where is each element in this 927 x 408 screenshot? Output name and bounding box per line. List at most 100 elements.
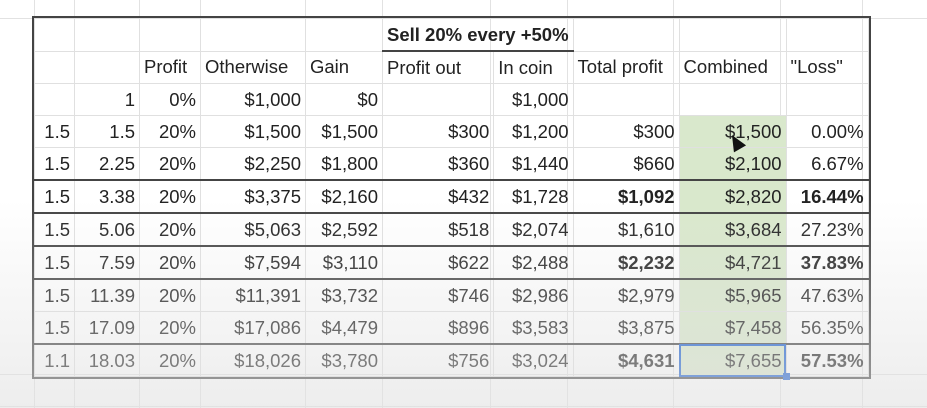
cell[interactable]: $2,592 xyxy=(305,212,383,247)
cell[interactable]: 1.5 xyxy=(34,245,75,280)
cell[interactable]: 1.1 xyxy=(34,343,75,377)
cell[interactable] xyxy=(785,83,869,116)
column-header[interactable]: Profit xyxy=(139,50,201,84)
cell[interactable] xyxy=(381,83,495,116)
cell[interactable]: $2,250 xyxy=(200,147,306,181)
cell[interactable]: $518 xyxy=(381,212,495,247)
cell[interactable]: $18,026 xyxy=(200,343,306,377)
cell[interactable]: $360 xyxy=(381,147,495,181)
cell[interactable]: $432 xyxy=(381,179,495,214)
cell[interactable]: $2,488 xyxy=(493,245,574,280)
cell[interactable]: 1.5 xyxy=(34,311,75,345)
cell[interactable]: $2,232 xyxy=(572,245,680,280)
group-header-sell-strategy[interactable]: Sell 20% every +50% xyxy=(382,18,574,52)
cell[interactable]: $1,500 xyxy=(305,115,383,148)
selected-cell[interactable]: $7,655 xyxy=(678,343,790,380)
cell[interactable]: 20% xyxy=(139,179,201,214)
cell[interactable] xyxy=(572,18,680,52)
cell[interactable]: 0% xyxy=(139,83,201,116)
cell[interactable]: $2,074 xyxy=(493,212,574,247)
cell[interactable]: $3,780 xyxy=(305,343,383,377)
cell[interactable] xyxy=(34,18,75,52)
cell[interactable]: $4,631 xyxy=(572,343,680,377)
cell[interactable]: 57.53% xyxy=(785,343,869,377)
cell[interactable]: $3,583 xyxy=(493,311,574,345)
cell[interactable]: $746 xyxy=(381,278,495,312)
cell[interactable] xyxy=(572,83,680,116)
cell[interactable]: $660 xyxy=(572,147,680,181)
cell[interactable]: $4,721 xyxy=(678,245,787,280)
cell[interactable] xyxy=(200,18,306,52)
cell[interactable]: 1 xyxy=(74,83,140,116)
cell[interactable]: 20% xyxy=(139,278,201,312)
cell[interactable]: $2,979 xyxy=(572,278,680,312)
cell[interactable]: $7,458 xyxy=(678,311,787,345)
cell[interactable]: $1,500 xyxy=(678,115,787,148)
cell[interactable]: 5.06 xyxy=(74,212,140,247)
cell[interactable]: $1,000 xyxy=(200,83,306,116)
column-header[interactable]: "Loss" xyxy=(785,50,869,84)
cell[interactable]: 20% xyxy=(139,212,201,247)
fill-handle[interactable] xyxy=(782,373,790,380)
cell[interactable]: 1.5 xyxy=(34,212,75,247)
cell[interactable]: $5,063 xyxy=(200,212,306,247)
cell[interactable]: $11,391 xyxy=(200,278,306,312)
cell[interactable]: 7.59 xyxy=(74,245,140,280)
cell[interactable] xyxy=(305,18,383,52)
cell[interactable]: $3,110 xyxy=(305,245,383,280)
cell[interactable]: 6.67% xyxy=(785,147,869,181)
cell[interactable]: $7,594 xyxy=(200,245,306,280)
cell[interactable]: 47.63% xyxy=(785,278,869,312)
cell[interactable]: $1,200 xyxy=(493,115,574,148)
cell[interactable] xyxy=(139,18,201,52)
cell[interactable]: $0 xyxy=(305,83,383,116)
cell[interactable]: 56.35% xyxy=(785,311,869,345)
cell[interactable]: $1,500 xyxy=(200,115,306,148)
cell[interactable]: $1,800 xyxy=(305,147,383,181)
cell[interactable]: $3,375 xyxy=(200,179,306,214)
cell[interactable]: $3,684 xyxy=(678,212,787,247)
cell[interactable]: 20% xyxy=(139,311,201,345)
cell[interactable]: 18.03 xyxy=(74,343,140,377)
cell[interactable]: $5,965 xyxy=(678,278,787,312)
cell[interactable]: 1.5 xyxy=(74,115,140,148)
cell[interactable]: $1,000 xyxy=(493,83,574,116)
cell[interactable]: $1,728 xyxy=(493,179,574,214)
column-header[interactable]: Combined xyxy=(678,50,787,84)
cell[interactable]: 16.44% xyxy=(785,179,869,214)
cell[interactable]: 20% xyxy=(139,343,201,377)
cell[interactable]: $896 xyxy=(381,311,495,345)
cell[interactable]: $2,820 xyxy=(678,179,787,214)
cell[interactable]: $300 xyxy=(381,115,495,148)
cell[interactable] xyxy=(785,18,869,52)
cell[interactable]: 27.23% xyxy=(785,212,869,247)
cell[interactable]: $4,479 xyxy=(305,311,383,345)
column-header[interactable]: Profit out xyxy=(381,50,495,84)
cell[interactable]: 17.09 xyxy=(74,311,140,345)
cell[interactable] xyxy=(678,18,787,52)
column-header[interactable] xyxy=(34,50,75,84)
cell[interactable]: $2,100 xyxy=(678,147,787,181)
cell[interactable]: 3.38 xyxy=(74,179,140,214)
cell[interactable]: $2,160 xyxy=(305,179,383,214)
cell[interactable]: 20% xyxy=(139,147,201,181)
cell[interactable]: $756 xyxy=(381,343,495,377)
column-header[interactable]: Otherwise xyxy=(200,50,306,84)
cell[interactable]: $3,024 xyxy=(493,343,574,377)
cell[interactable]: $300 xyxy=(572,115,680,148)
cell[interactable]: $1,440 xyxy=(493,147,574,181)
cell[interactable] xyxy=(34,83,75,116)
cell[interactable]: $3,732 xyxy=(305,278,383,312)
cell[interactable]: $17,086 xyxy=(200,311,306,345)
cell[interactable]: 11.39 xyxy=(74,278,140,312)
column-header[interactable] xyxy=(74,50,140,84)
cell[interactable]: 1.5 xyxy=(34,147,75,181)
cell[interactable]: $3,875 xyxy=(572,311,680,345)
cell[interactable] xyxy=(678,83,787,116)
cell[interactable]: 20% xyxy=(139,115,201,148)
cell[interactable]: $1,092 xyxy=(572,179,680,214)
cell[interactable]: 1.5 xyxy=(34,179,75,214)
cell[interactable]: $2,986 xyxy=(493,278,574,312)
cell[interactable] xyxy=(74,18,140,52)
cell[interactable]: 0.00% xyxy=(785,115,869,148)
